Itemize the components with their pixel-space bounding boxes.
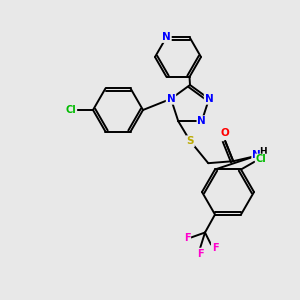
- Text: F: F: [197, 248, 203, 259]
- Text: N: N: [205, 94, 213, 104]
- Text: Cl: Cl: [66, 105, 76, 115]
- Text: N: N: [167, 94, 176, 104]
- Text: F: F: [212, 242, 218, 253]
- Text: F: F: [184, 232, 190, 242]
- Text: H: H: [260, 147, 267, 156]
- Text: N: N: [197, 116, 206, 126]
- Text: N: N: [162, 32, 171, 42]
- Text: Cl: Cl: [256, 154, 266, 164]
- Text: S: S: [187, 136, 194, 146]
- Text: N: N: [252, 150, 261, 160]
- Text: O: O: [221, 128, 230, 138]
